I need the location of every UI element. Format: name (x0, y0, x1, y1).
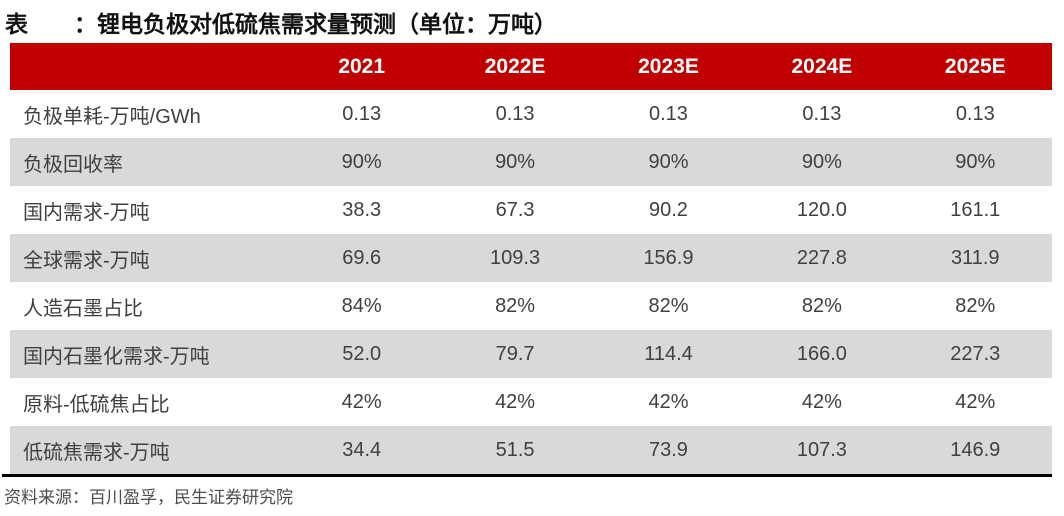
table-cell: 42% (341, 390, 382, 413)
header-cell-2024e: 2024E (745, 43, 899, 90)
row-label: 全球需求-万吨 (23, 249, 150, 272)
table-row: 低硫焦需求-万吨 34.4 51.5 73.9 107.3 146.9 (10, 426, 1052, 474)
table-cell: 42% (495, 390, 536, 413)
table-row: 负极单耗-万吨/GWh 0.13 0.13 0.13 0.13 0.13 (10, 90, 1052, 138)
table-cell: 82% (648, 294, 689, 317)
header-cell-2025e: 2025E (898, 43, 1052, 90)
table-header-row: 2021 2022E 2023E 2024E 2025E (10, 43, 1052, 90)
table-cell: 82% (955, 294, 996, 317)
table-cell: 51.5 (495, 438, 535, 461)
data-table: 2021 2022E 2023E 2024E 2025E 负极单耗-万吨/GWh… (10, 43, 1052, 474)
table-cell: 227.8 (796, 246, 847, 269)
table-cell: 0.13 (649, 102, 688, 125)
table-cell: 107.3 (796, 438, 847, 461)
table-row: 国内需求-万吨 38.3 67.3 90.2 120.0 161.1 (10, 186, 1052, 234)
table-cell: 227.3 (950, 342, 1001, 365)
table-cell: 34.4 (342, 438, 382, 461)
table-row: 原料-低硫焦占比 42% 42% 42% 42% 42% (10, 378, 1052, 426)
table-cell: 84% (341, 294, 382, 317)
table-bottom-rule (2, 474, 1052, 477)
table-cell: 69.6 (342, 246, 382, 269)
table-cell: 120.0 (796, 198, 847, 221)
row-label: 原料-低硫焦占比 (23, 393, 170, 416)
table-cell: 90% (801, 150, 842, 173)
table-cell: 166.0 (796, 342, 847, 365)
row-label: 国内石墨化需求-万吨 (23, 345, 210, 368)
row-label: 低硫焦需求-万吨 (23, 441, 170, 464)
table-cell: 90% (955, 150, 996, 173)
table-cell: 38.3 (342, 198, 382, 221)
header-cell-2022e: 2022E (438, 43, 592, 90)
table-cell: 114.4 (644, 342, 693, 365)
table-row: 人造石墨占比 84% 82% 82% 82% 82% (10, 282, 1052, 330)
table-cell: 0.13 (495, 102, 535, 125)
table-cell: 82% (801, 294, 842, 317)
row-label: 人造石墨占比 (23, 297, 143, 320)
table-cell: 79.7 (495, 342, 535, 365)
table-cell: 90.2 (649, 198, 688, 221)
source-note: 资料来源：百川盈孚，民生证券研究院 (4, 488, 293, 507)
header-cell-label (10, 43, 285, 90)
table-cell: 0.13 (802, 102, 842, 125)
table-cell: 52.0 (342, 342, 382, 365)
table-cell: 73.9 (649, 438, 688, 461)
table-cell: 82% (495, 294, 536, 317)
table-cell: 90% (341, 150, 382, 173)
table-title: 表 ：锂电负极对低硫焦需求量预测（单位：万吨） (5, 11, 557, 37)
table-cell: 42% (648, 390, 689, 413)
table-cell: 146.9 (950, 438, 1001, 461)
table-row: 负极回收率 90% 90% 90% 90% 90% (10, 138, 1052, 186)
table-cell: 156.9 (643, 246, 694, 269)
table-cell: 161.1 (950, 198, 1001, 221)
table-row: 全球需求-万吨 69.6 109.3 156.9 227.8 311.9 (10, 234, 1052, 282)
row-label: 国内需求-万吨 (23, 201, 150, 224)
table-cell: 0.13 (342, 102, 382, 125)
table-cell: 311.9 (950, 246, 1000, 269)
table-row: 国内石墨化需求-万吨 52.0 79.7 114.4 166.0 227.3 (10, 330, 1052, 378)
header-cell-2021: 2021 (285, 43, 439, 90)
table-cell: 42% (801, 390, 842, 413)
table-cell: 42% (955, 390, 996, 413)
table-cell: 109.3 (490, 246, 541, 269)
row-label: 负极单耗-万吨/GWh (23, 105, 201, 128)
table-cell: 0.13 (955, 102, 995, 125)
table-cell: 90% (648, 150, 689, 173)
header-cell-2023e: 2023E (591, 43, 746, 90)
demand-forecast-table: 2021 2022E 2023E 2024E 2025E 负极单耗-万吨/GWh… (10, 43, 1052, 474)
row-label: 负极回收率 (23, 153, 123, 176)
table-cell: 90% (495, 150, 536, 173)
table-cell: 67.3 (495, 198, 535, 221)
